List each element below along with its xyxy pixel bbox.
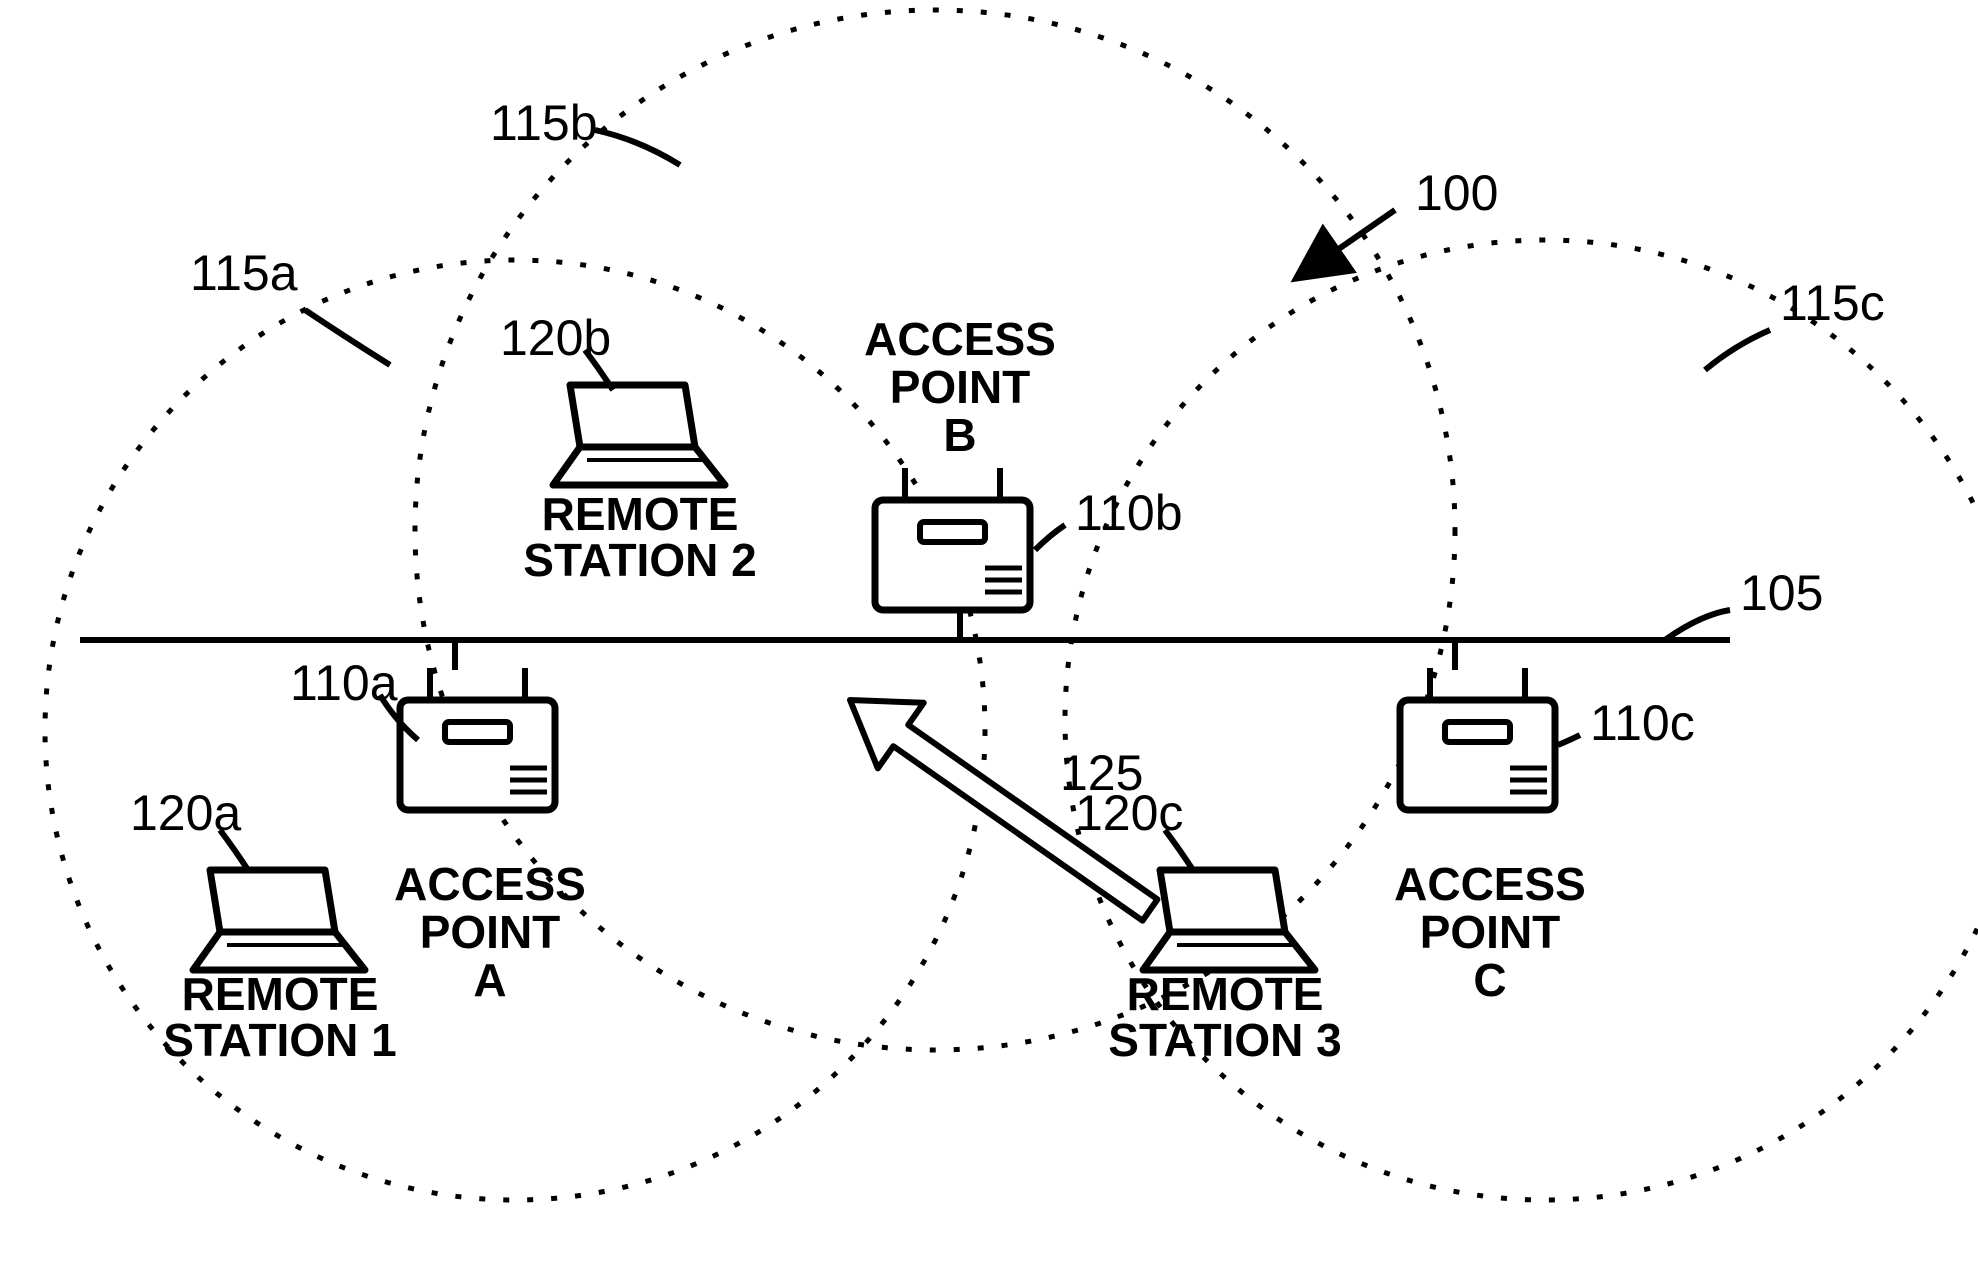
access-point-ap-a [400,640,555,810]
svg-text:115c: 115c [1780,275,1885,331]
svg-text:POINT: POINT [1420,906,1561,958]
svg-text:STATION 1: STATION 1 [163,1014,396,1066]
access-point-ap-c [1400,640,1555,810]
svg-text:STATION 3: STATION 3 [1108,1014,1341,1066]
remote-station-st-3 [1143,870,1315,970]
svg-text:REMOTE: REMOTE [1127,968,1324,1020]
access-point-ap-b [875,468,1030,640]
svg-text:105: 105 [1740,565,1823,621]
svg-text:REMOTE: REMOTE [542,488,739,540]
svg-text:115b: 115b [490,95,598,151]
svg-text:POINT: POINT [890,361,1031,413]
svg-text:ACCESS: ACCESS [864,313,1056,365]
svg-text:A: A [473,954,506,1006]
svg-text:110b: 110b [1075,485,1183,541]
network-diagram: 115a115b115c105ACCESSPOINTA110aACCESSPOI… [0,0,1978,1286]
svg-text:POINT: POINT [420,906,561,958]
remote-station-st-1 [193,870,365,970]
svg-text:125: 125 [1060,745,1143,801]
svg-text:B: B [943,409,976,461]
remote-station-st-2 [553,385,725,485]
svg-text:120b: 120b [500,310,611,366]
svg-text:STATION 2: STATION 2 [523,534,756,586]
system-ref-arrow [1330,210,1395,255]
svg-text:REMOTE: REMOTE [182,968,379,1020]
svg-text:110c: 110c [1590,695,1695,751]
svg-text:100: 100 [1415,165,1498,221]
svg-text:115a: 115a [190,245,298,301]
svg-text:ACCESS: ACCESS [1394,858,1586,910]
svg-text:ACCESS: ACCESS [394,858,586,910]
svg-text:C: C [1473,954,1506,1006]
